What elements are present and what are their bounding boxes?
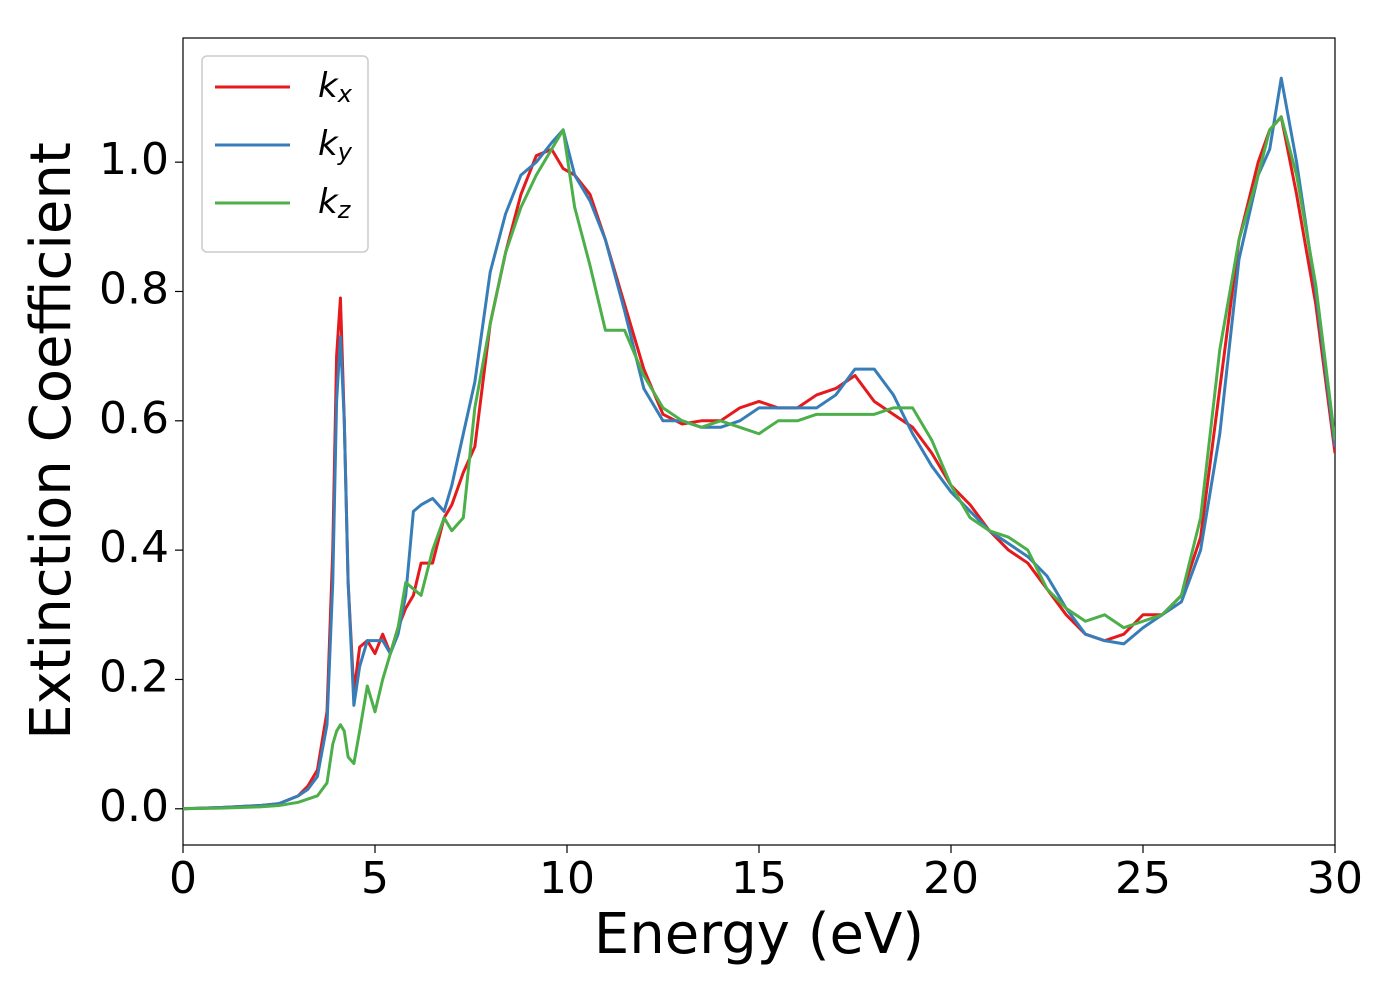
y-axis-label: Extinction Coefficient bbox=[19, 142, 84, 740]
legend-label: ky bbox=[318, 124, 353, 167]
x-tick-label: 10 bbox=[539, 853, 595, 904]
y-tick-label: 0.0 bbox=[99, 781, 169, 832]
y-tick-label: 0.4 bbox=[99, 522, 169, 573]
legend-label: kx bbox=[318, 66, 353, 109]
series-line bbox=[183, 115, 1335, 811]
x-tick-label: 25 bbox=[1115, 853, 1171, 904]
x-tick-label: 30 bbox=[1307, 853, 1363, 904]
x-tick-label: 15 bbox=[731, 853, 787, 904]
x-tick-label: 20 bbox=[923, 853, 979, 904]
y-tick-label: 0.2 bbox=[99, 651, 169, 702]
x-tick-label: 0 bbox=[169, 853, 197, 904]
legend-label: kz bbox=[318, 182, 352, 225]
x-tick-label: 5 bbox=[361, 853, 389, 904]
x-axis-label: Energy (eV) bbox=[594, 902, 924, 967]
y-tick-label: 0.8 bbox=[99, 263, 169, 314]
y-tick-label: 0.6 bbox=[99, 393, 169, 444]
lines bbox=[183, 76, 1335, 811]
y-tick-label: 1.0 bbox=[99, 134, 169, 185]
legend: kx ky kz bbox=[201, 55, 369, 253]
